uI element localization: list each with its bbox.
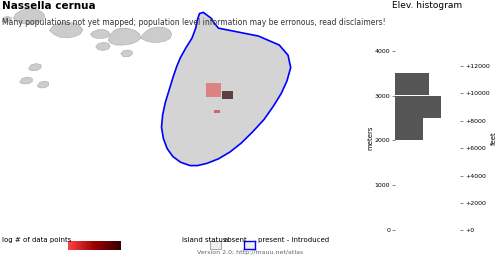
Bar: [395, 96, 442, 118]
Polygon shape: [140, 27, 172, 42]
Text: Many populations not yet mapped; population level information may be erronous, r: Many populations not yet mapped; populat…: [2, 18, 386, 27]
Bar: [395, 118, 423, 140]
Polygon shape: [96, 42, 110, 50]
Polygon shape: [121, 50, 132, 57]
Polygon shape: [14, 8, 45, 24]
Bar: [395, 73, 429, 95]
Polygon shape: [2, 16, 12, 23]
Polygon shape: [50, 22, 83, 38]
Polygon shape: [28, 63, 41, 71]
Polygon shape: [108, 28, 140, 45]
Text: Nassella cernua: Nassella cernua: [2, 1, 96, 11]
Text: absent: absent: [224, 237, 247, 243]
Bar: [222, 91, 232, 99]
Text: present - introduced: present - introduced: [258, 237, 328, 243]
Polygon shape: [90, 30, 110, 38]
Text: Elev. histogram: Elev. histogram: [392, 1, 462, 10]
Polygon shape: [20, 77, 32, 84]
Text: Version 2.0; http://mauu.net/atlas: Version 2.0; http://mauu.net/atlas: [197, 250, 303, 255]
Polygon shape: [37, 81, 48, 88]
Polygon shape: [162, 12, 290, 166]
Text: log # of data points: log # of data points: [2, 237, 72, 243]
Bar: [206, 83, 221, 97]
Y-axis label: feet: feet: [491, 131, 497, 145]
Text: island status: island status: [182, 237, 227, 243]
Y-axis label: meters: meters: [367, 126, 373, 151]
Bar: [214, 110, 220, 113]
